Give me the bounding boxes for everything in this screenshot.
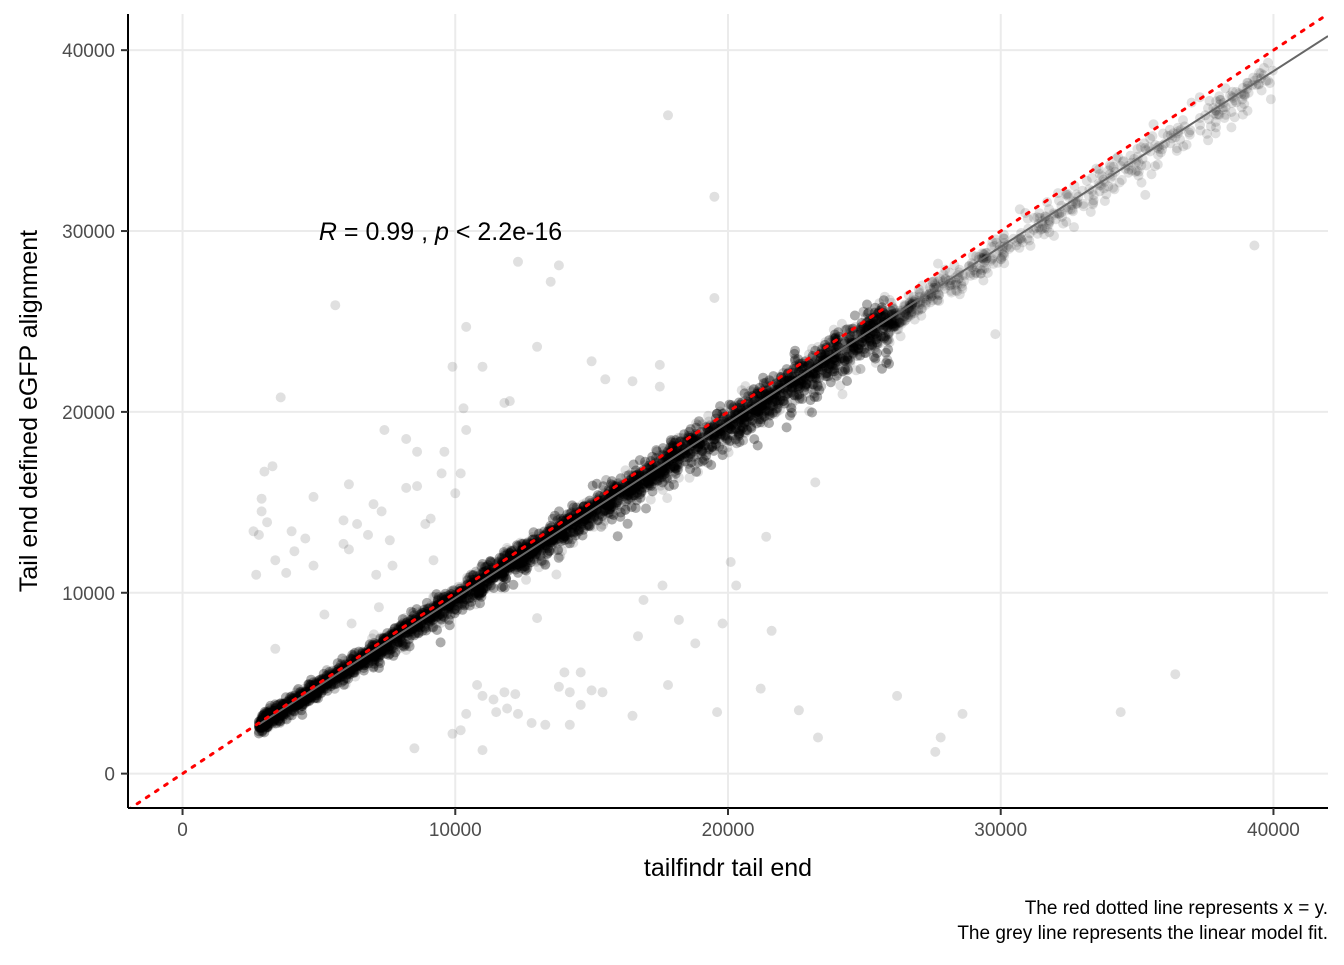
data-point [838,389,848,399]
data-point [521,575,531,585]
data-point [551,570,561,580]
